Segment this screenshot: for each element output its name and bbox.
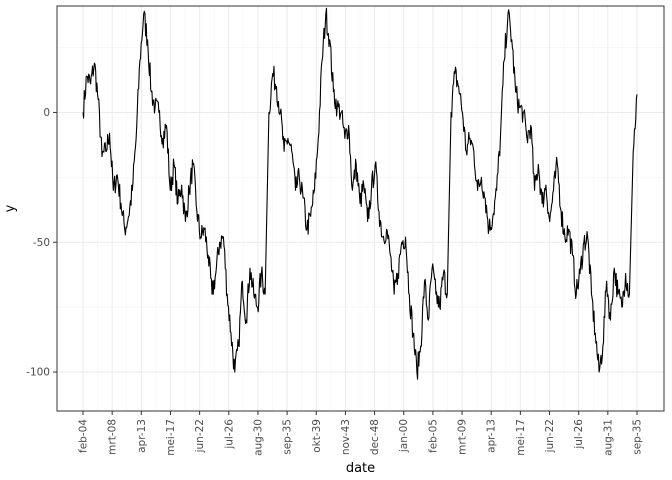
x-tick-label: jul-26 [573,419,585,450]
x-tick-label: apr-13 [486,419,498,453]
x-tick-label: jun-22 [544,419,556,453]
panel-border [56,5,665,412]
x-tick-label: mei-17 [515,419,527,456]
x-tick-label: apr-13 [136,419,148,453]
y-axis: 0 -50 -100 [26,107,57,379]
x-tick-label: jan-00 [398,419,410,453]
x-tick-label: feb-04 [78,419,90,453]
y-axis-title: y [3,204,18,212]
minor-gridlines [57,6,664,411]
x-tick-label: aug-31 [602,419,614,456]
y-tick-label: 0 [43,107,50,119]
x-axis-title: date [346,461,375,476]
x-tick-label: mrt-08 [107,419,119,455]
x-axis: feb-04 mrt-08 apr-13 mei-17 jun-22 jul-26 aug-… [78,411,644,456]
x-tick-label: feb-05 [427,419,439,453]
series-line [82,7,638,380]
x-tick-label: aug-30 [252,419,264,456]
major-gridlines [57,6,664,411]
x-tick-label: nov-43 [340,419,352,455]
y-tick-label: -50 [33,237,50,249]
x-tick-label: jun-22 [194,419,206,453]
x-tick-label: mrt-09 [457,419,469,455]
x-tick-label: mei-17 [165,419,177,456]
y-tick-label: -100 [26,367,50,379]
x-tick-label: jul-26 [223,419,235,450]
x-tick-label: sep-35 [282,419,294,455]
x-tick-label: sep-35 [632,419,644,455]
x-tick-label: dec-48 [369,419,381,455]
x-tick-label: okt-39 [311,419,323,453]
